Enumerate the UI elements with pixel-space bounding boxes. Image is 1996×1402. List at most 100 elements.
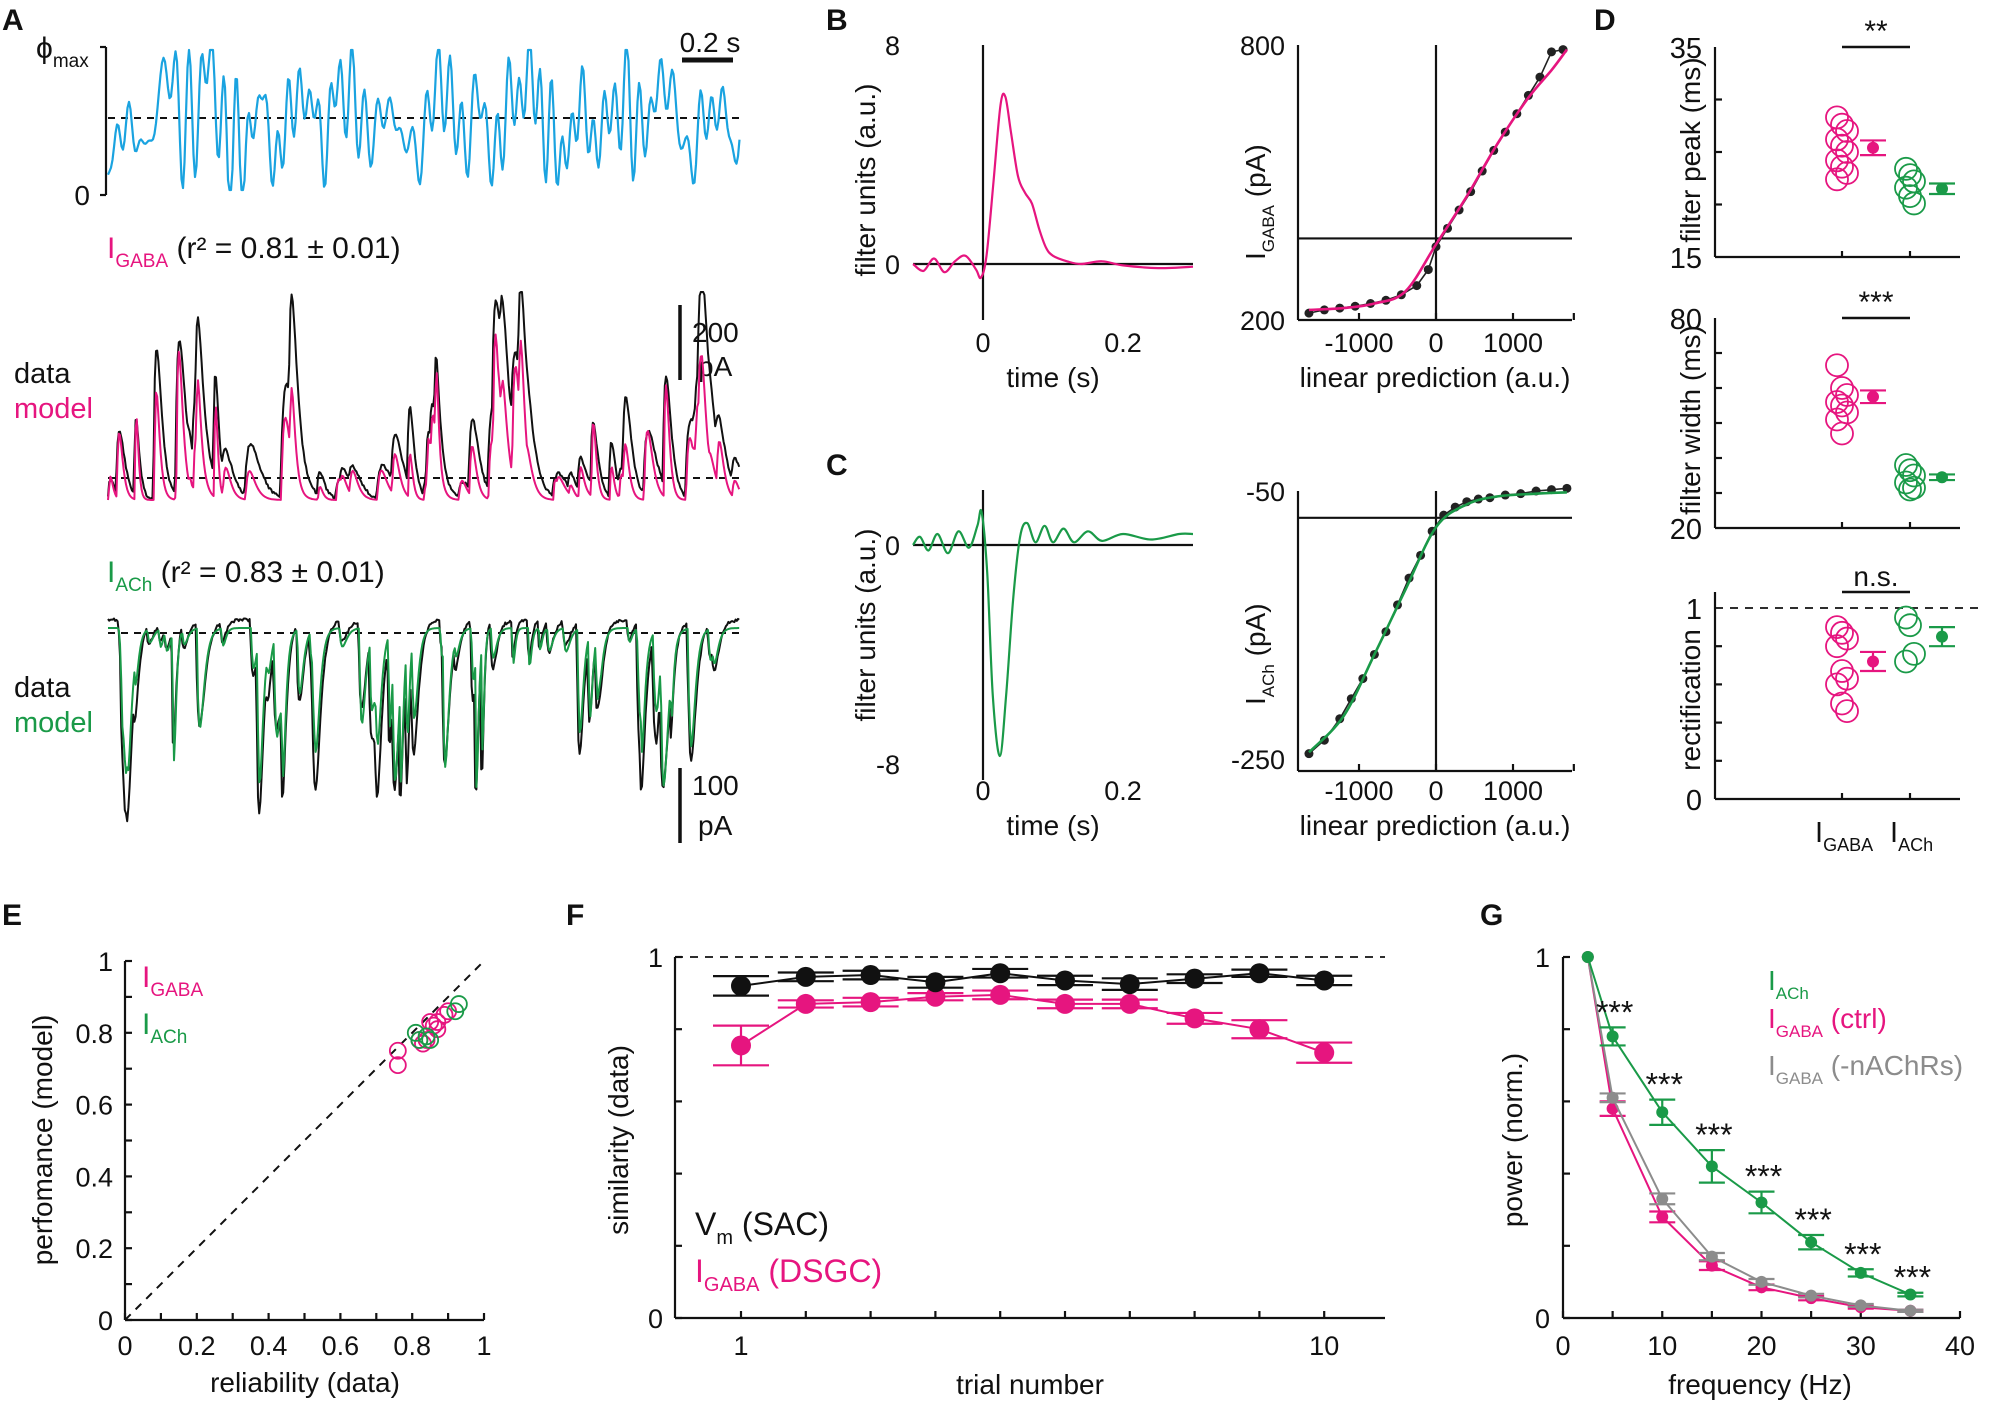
series-point: [1805, 1236, 1818, 1249]
subscript: GABA: [704, 1274, 760, 1296]
gaba-point: [388, 1056, 407, 1075]
tick-label: 1: [1535, 943, 1550, 973]
series-point: [731, 1035, 751, 1056]
gaba-scale-value: 200: [692, 317, 739, 348]
gaba-point: [1830, 421, 1854, 446]
significance-label: ***: [1844, 1236, 1881, 1272]
tick-label: -8: [876, 750, 900, 780]
ach-fit-label: IACh (r² = 0.83 ± 0.01): [107, 556, 385, 596]
data-line: [1308, 487, 1567, 755]
gaba-point: [435, 1005, 454, 1024]
subscript: GABA: [1776, 1069, 1824, 1088]
tick-label: 0.2: [1104, 776, 1142, 806]
gaba-point: [1835, 699, 1859, 724]
time-scale-label: 0.2 s: [680, 27, 741, 58]
text-part: V: [695, 1206, 717, 1242]
series-point: [1249, 1019, 1270, 1040]
ach-point: [1898, 477, 1922, 502]
panel-label-C: C: [826, 449, 848, 482]
gaba-mean: [1867, 141, 1879, 154]
series-point: [1606, 1091, 1619, 1104]
series-point: [795, 966, 816, 987]
data-legend: data: [14, 358, 71, 390]
subscript: ACh: [1776, 984, 1809, 1003]
gaba-model-trace: [107, 333, 741, 501]
panel-label-F: F: [566, 899, 584, 932]
panel-C-nonlinearity: -1000 0 1000 -50 -250 linear prediction (a.u.…: [1231, 477, 1575, 841]
data-point: [1319, 735, 1329, 745]
tick-label: 15: [1670, 243, 1702, 275]
significance-label: ***: [1794, 1202, 1831, 1238]
text-part: (DSGC): [759, 1253, 882, 1289]
tick-label: 0.6: [322, 1331, 360, 1361]
subscript: ACh: [1259, 664, 1278, 697]
tick-label: 0.4: [250, 1331, 288, 1361]
panel-label-G: G: [1480, 899, 1503, 932]
unity-line: [124, 960, 485, 1321]
series-point: [1805, 1289, 1818, 1302]
text-part: I: [142, 1008, 150, 1041]
text-part: I: [1890, 817, 1898, 849]
y-axis-label: similarity (data): [603, 1045, 634, 1235]
series-point: [1656, 1106, 1669, 1119]
series-point: [1184, 1008, 1205, 1029]
ach-scale-unit: pA: [698, 810, 733, 841]
tick-label: 1: [733, 1331, 748, 1361]
ach-mean: [1936, 630, 1948, 643]
tick-label: -50: [1246, 477, 1285, 507]
ach-point: [421, 1031, 440, 1049]
y-axis-label: filter width (ms): [1675, 325, 1706, 515]
y-axis-label: filter peak (ms): [1675, 57, 1706, 242]
tick-label: 35: [1670, 33, 1702, 65]
tick-label: 20: [1746, 1331, 1776, 1361]
gaba-point: [1825, 634, 1849, 659]
legend-ach: IACh: [142, 1008, 187, 1048]
fit-curve: [1308, 491, 1567, 754]
panel-D-rectification: 1 0 rectification n.s.: [1675, 561, 1980, 817]
series-point: [1055, 970, 1075, 991]
series-point: [1854, 1299, 1867, 1312]
tick-label: 1: [648, 943, 663, 973]
series-point: [1249, 963, 1270, 984]
y-axis-label: IGABA (pA): [1240, 144, 1278, 260]
series-point: [1705, 1250, 1718, 1263]
text-part: I: [1240, 697, 1271, 705]
text-part: (pA): [1240, 603, 1271, 664]
y-axis-label: perfomance (model): [27, 1015, 58, 1266]
series-point: [1055, 993, 1075, 1014]
panel-B-nonlinearity: -1000 0 1000 800 200 linear prediction (a.u.)…: [1240, 31, 1575, 393]
series-point: [1581, 951, 1594, 963]
tick-label: 1000: [1483, 328, 1543, 358]
tick-label: 10: [1647, 1331, 1677, 1361]
tick-label: 0.2: [75, 1234, 113, 1264]
y-axis-label: IACh (pA): [1240, 603, 1278, 705]
tick-label: 1: [98, 947, 113, 977]
x-axis-label: trial number: [956, 1369, 1104, 1400]
subscript: ACh: [115, 575, 152, 596]
ach-point: [1902, 475, 1926, 500]
ach-point: [1898, 458, 1922, 483]
subscript: GABA: [115, 251, 168, 272]
data-legend: data: [14, 672, 71, 704]
ach-point: [1894, 649, 1918, 674]
legend-entry: IGABA (ctrl): [1768, 1003, 1887, 1041]
series-point: [860, 965, 881, 986]
data-point: [1412, 281, 1422, 291]
tick-label: 0: [98, 1306, 113, 1336]
panel-label-B: B: [826, 4, 848, 37]
tick-label: 0.2: [178, 1331, 216, 1361]
tick-label: 0.6: [75, 1091, 113, 1121]
series-point: [1755, 1275, 1768, 1288]
series-line: [740, 972, 1325, 987]
gaba-point: [1830, 691, 1854, 716]
gaba-point: [1830, 659, 1854, 683]
x-axis-label: frequency (Hz): [1668, 1369, 1852, 1400]
ach-point: [1902, 641, 1926, 666]
category-label-gaba: IGABA: [1815, 817, 1873, 855]
